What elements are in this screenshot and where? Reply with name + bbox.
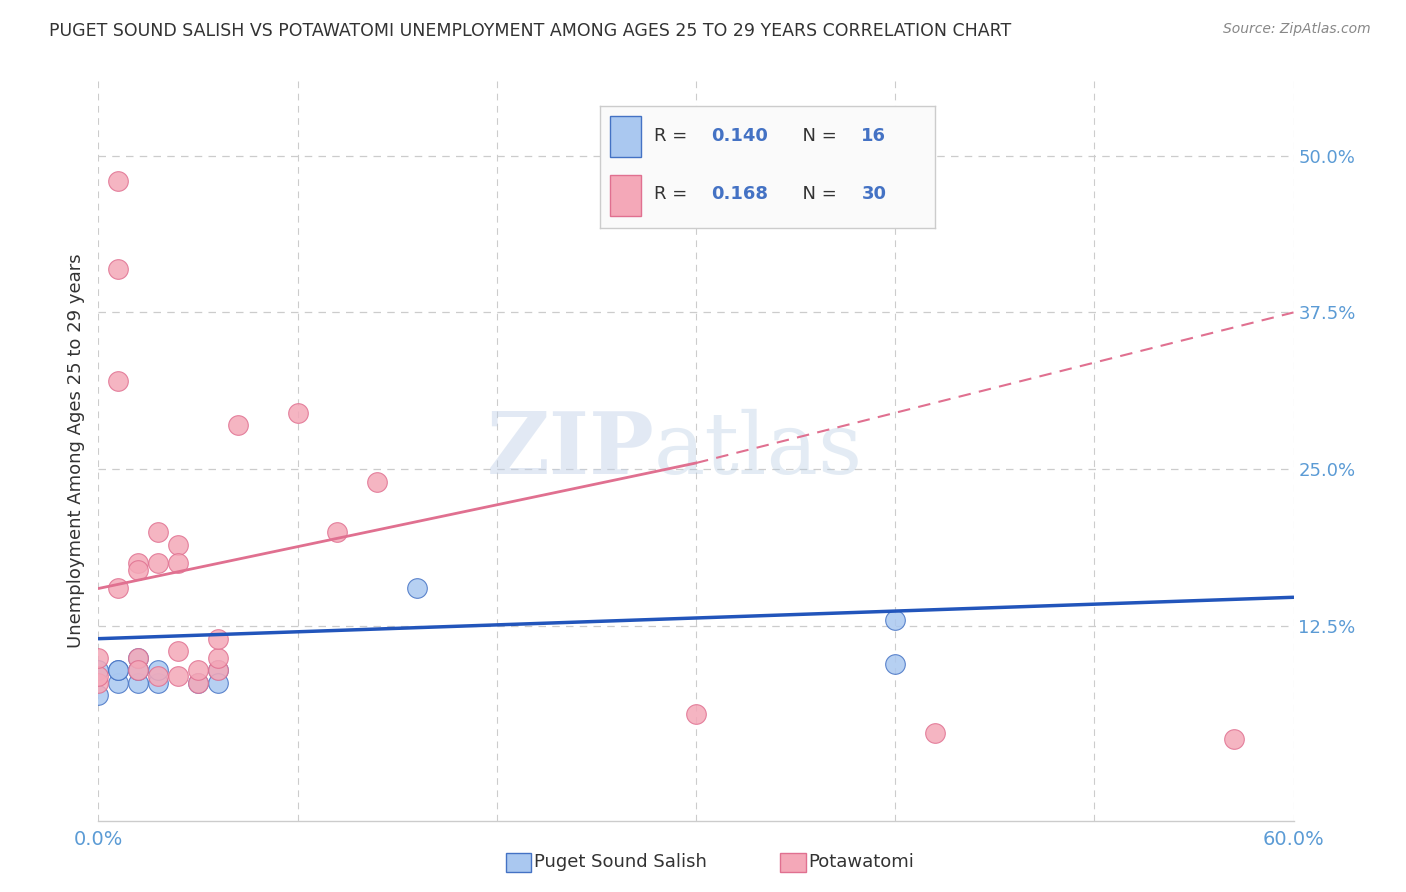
- Point: [207, 663, 229, 677]
- Point: [187, 663, 209, 677]
- Point: [127, 563, 149, 577]
- Text: ZIP: ZIP: [486, 409, 654, 492]
- Point: [107, 582, 129, 596]
- Point: [148, 557, 170, 571]
- Point: [148, 663, 170, 677]
- Point: [127, 675, 149, 690]
- Point: [127, 650, 149, 665]
- Point: [207, 675, 229, 690]
- Point: [148, 675, 170, 690]
- Text: Source: ZipAtlas.com: Source: ZipAtlas.com: [1223, 22, 1371, 37]
- Text: atlas: atlas: [654, 409, 863, 492]
- Point: [87, 650, 110, 665]
- Point: [924, 726, 946, 740]
- Point: [187, 675, 209, 690]
- Point: [187, 675, 209, 690]
- Point: [127, 663, 149, 677]
- Point: [107, 375, 129, 389]
- Point: [148, 669, 170, 683]
- Text: Potawatomi: Potawatomi: [808, 853, 914, 871]
- Point: [366, 475, 388, 489]
- Point: [87, 663, 110, 677]
- Point: [167, 538, 190, 552]
- Point: [107, 675, 129, 690]
- Point: [207, 632, 229, 646]
- Point: [87, 669, 110, 683]
- Point: [287, 406, 309, 420]
- Point: [226, 418, 249, 433]
- Point: [207, 650, 229, 665]
- Point: [107, 174, 129, 188]
- Point: [884, 657, 907, 671]
- Point: [107, 663, 129, 677]
- Point: [207, 663, 229, 677]
- Point: [326, 524, 349, 539]
- Point: [167, 669, 190, 683]
- Text: PUGET SOUND SALISH VS POTAWATOMI UNEMPLOYMENT AMONG AGES 25 TO 29 YEARS CORRELAT: PUGET SOUND SALISH VS POTAWATOMI UNEMPLO…: [49, 22, 1011, 40]
- Point: [1223, 732, 1246, 747]
- Point: [127, 557, 149, 571]
- Point: [167, 644, 190, 658]
- Point: [884, 613, 907, 627]
- Point: [127, 663, 149, 677]
- Point: [167, 557, 190, 571]
- Point: [148, 524, 170, 539]
- Point: [107, 261, 129, 276]
- Point: [127, 650, 149, 665]
- Point: [87, 675, 110, 690]
- Point: [406, 582, 429, 596]
- Point: [685, 706, 707, 721]
- Y-axis label: Unemployment Among Ages 25 to 29 years: Unemployment Among Ages 25 to 29 years: [66, 253, 84, 648]
- Point: [87, 688, 110, 702]
- Text: Puget Sound Salish: Puget Sound Salish: [534, 853, 707, 871]
- Point: [107, 663, 129, 677]
